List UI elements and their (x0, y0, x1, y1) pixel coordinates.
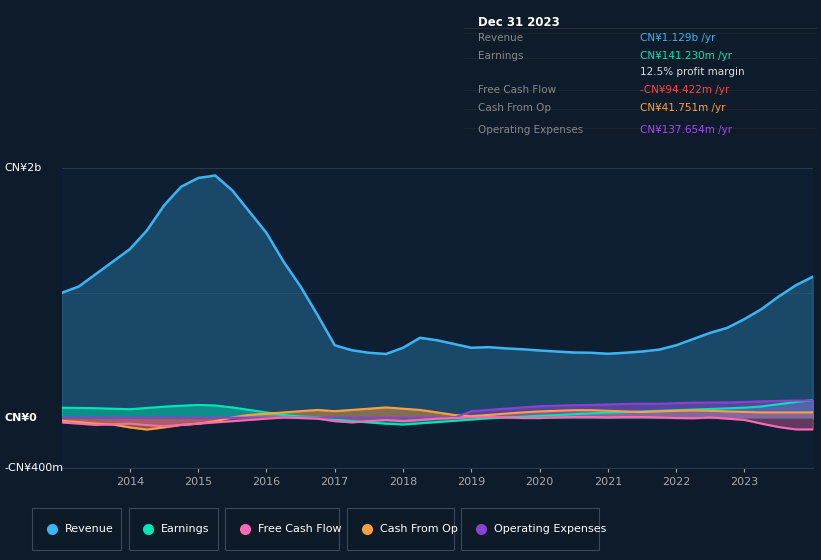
Text: CN¥141.230m /yr: CN¥141.230m /yr (640, 52, 732, 62)
Text: Revenue: Revenue (478, 33, 523, 43)
Text: Operating Expenses: Operating Expenses (494, 524, 606, 534)
Text: 12.5% profit margin: 12.5% profit margin (640, 67, 745, 77)
Text: CN¥41.751m /yr: CN¥41.751m /yr (640, 103, 726, 113)
Text: Cash From Op: Cash From Op (478, 103, 551, 113)
Text: CN¥0: CN¥0 (4, 413, 37, 423)
FancyBboxPatch shape (32, 508, 122, 550)
FancyBboxPatch shape (461, 508, 599, 550)
Text: CN¥1.129b /yr: CN¥1.129b /yr (640, 33, 716, 43)
FancyBboxPatch shape (129, 508, 218, 550)
Text: Earnings: Earnings (478, 52, 524, 62)
Text: Cash From Op: Cash From Op (379, 524, 457, 534)
Text: Revenue: Revenue (65, 524, 113, 534)
FancyBboxPatch shape (347, 508, 454, 550)
Text: CN¥137.654m /yr: CN¥137.654m /yr (640, 124, 732, 134)
Text: Free Cash Flow: Free Cash Flow (478, 85, 556, 95)
Text: Dec 31 2023: Dec 31 2023 (478, 16, 560, 30)
Text: CN¥2b: CN¥2b (4, 163, 41, 173)
FancyBboxPatch shape (225, 508, 340, 550)
Text: -CN¥400m: -CN¥400m (4, 463, 63, 473)
Text: Operating Expenses: Operating Expenses (478, 124, 583, 134)
Text: -CN¥94.422m /yr: -CN¥94.422m /yr (640, 85, 730, 95)
Text: Earnings: Earnings (161, 524, 209, 534)
Text: Free Cash Flow: Free Cash Flow (258, 524, 342, 534)
